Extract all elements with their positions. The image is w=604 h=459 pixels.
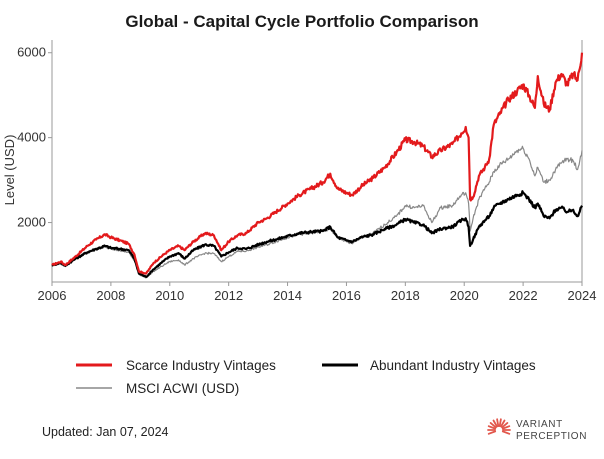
logo-ray	[501, 430, 511, 435]
sunburst-logo-icon	[487, 418, 511, 435]
logo-ray	[500, 419, 506, 428]
y-tick-label: 2000	[17, 215, 46, 230]
logo-ray	[487, 430, 497, 435]
legend: Scarce Industry Vintages Abundant Indust…	[76, 358, 536, 396]
logo-ray	[501, 425, 511, 430]
x-tick-label: 2008	[96, 288, 125, 303]
series-line-msci	[52, 145, 583, 279]
series-line-abundant	[51, 190, 583, 278]
logo-ray	[496, 418, 500, 428]
y-axis: 2000 4000 6000	[17, 40, 53, 282]
x-tick-label: 2024	[568, 288, 597, 303]
logo-text-line2: PERCEPTION	[516, 431, 587, 442]
y-axis-label: Level (USD)	[2, 135, 17, 206]
x-tick-label: 2020	[450, 288, 479, 303]
x-tick-label: 2022	[509, 288, 538, 303]
logo-ray	[487, 425, 497, 430]
x-tick-label: 2018	[391, 288, 420, 303]
x-tick-label: 2016	[332, 288, 361, 303]
legend-item-msci: MSCI ACWI (USD)	[76, 381, 239, 396]
x-axis: 2006 2008 2010 2012 2014 2016 2018 2020 2022 2024	[38, 281, 597, 303]
legend-label-abundant: Abundant Industry Vintages	[370, 358, 536, 373]
series-layer	[51, 52, 584, 279]
logo-ray	[501, 421, 509, 429]
y-tick-label: 6000	[17, 45, 46, 60]
x-tick-label: 2014	[273, 288, 302, 303]
y-tick-label: 4000	[17, 130, 46, 145]
chart-title: Global - Capital Cycle Portfolio Compari…	[125, 12, 478, 31]
x-tick-label: 2010	[155, 288, 184, 303]
series-line-scarce	[51, 52, 584, 275]
legend-item-scarce: Scarce Industry Vintages	[76, 358, 276, 373]
x-tick-label: 2012	[214, 288, 243, 303]
logo-ray	[489, 421, 497, 429]
updated-date: Updated: Jan 07, 2024	[42, 425, 169, 439]
legend-label-msci: MSCI ACWI (USD)	[126, 381, 239, 396]
logo-ray	[498, 418, 502, 428]
x-tick-label: 2006	[38, 288, 67, 303]
legend-item-abundant: Abundant Industry Vintages	[322, 358, 536, 373]
variant-perception-logo: VARIANT PERCEPTION	[487, 418, 587, 442]
logo-text-line1: VARIANT	[516, 419, 563, 430]
logo-ray	[492, 419, 498, 428]
legend-label-scarce: Scarce Industry Vintages	[126, 358, 276, 373]
